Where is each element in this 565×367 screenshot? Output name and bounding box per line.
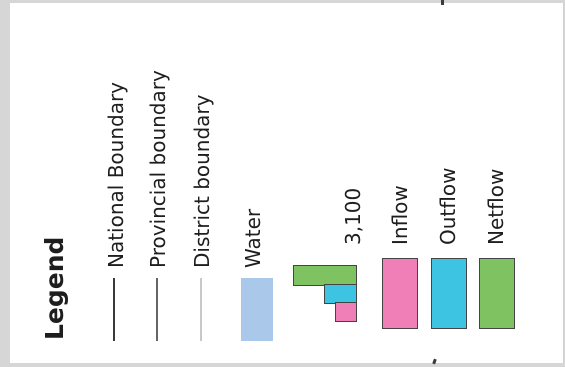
water-label: Water <box>241 208 265 268</box>
flow-scale-value: 3,100 <box>341 187 365 245</box>
scale-outflow-bar <box>324 284 357 304</box>
legend-title: Legend <box>40 236 69 340</box>
netflow-label: Netflow <box>484 168 508 245</box>
scale-netflow-bar <box>293 265 357 286</box>
national-boundary-line <box>113 278 115 341</box>
water-swatch <box>241 278 273 341</box>
outflow-label: Outflow <box>436 167 460 245</box>
legend-panel: Legend National Boundary Provincial boun… <box>10 0 564 365</box>
map-edge-fragment-top <box>441 0 444 5</box>
netflow-swatch <box>479 258 515 329</box>
inflow-swatch <box>382 258 418 329</box>
map-edge-fragment-bottom <box>432 358 437 365</box>
outflow-swatch <box>431 258 467 329</box>
provincial-boundary-line <box>156 278 158 341</box>
provincial-boundary-label: Provincial boundary <box>146 70 170 268</box>
district-boundary-label: District boundary <box>190 94 214 269</box>
district-boundary-line <box>200 278 202 341</box>
inflow-label: Inflow <box>388 185 412 245</box>
scale-inflow-bar <box>335 302 357 322</box>
national-boundary-label: National Boundary <box>104 81 128 268</box>
